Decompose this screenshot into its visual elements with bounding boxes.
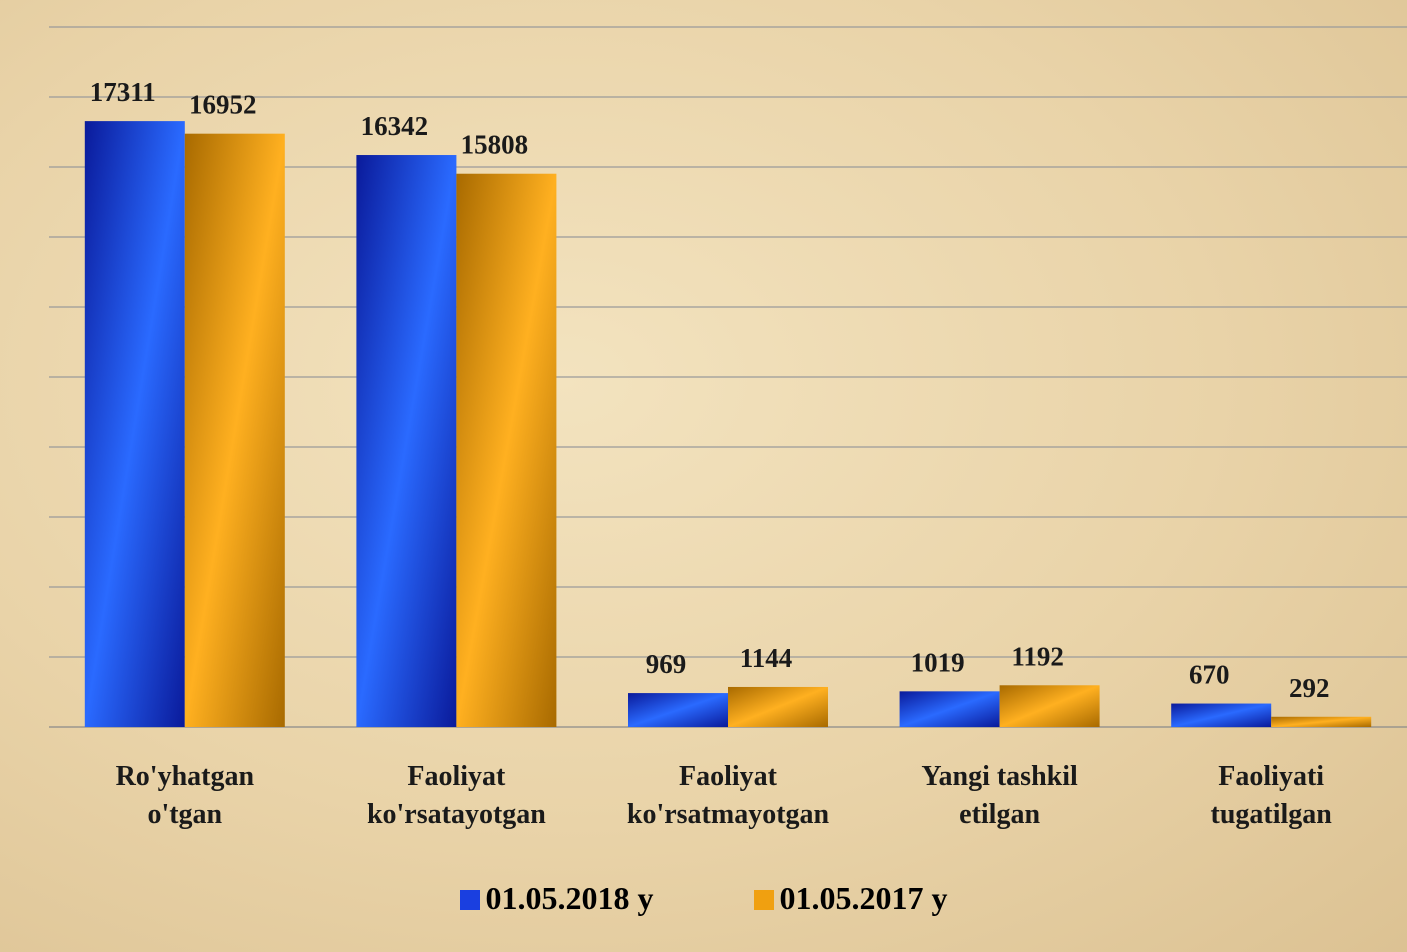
x-tick-label: Faoliyat ko'rsatmayotgan	[626, 761, 830, 830]
bar	[84, 121, 185, 728]
legend-item: 01.05.2017 y	[753, 880, 948, 917]
value-label: 292	[1289, 673, 1330, 703]
x-tick-label: Yangi tashkil etilgan	[921, 761, 1078, 830]
value-label: 1144	[740, 643, 793, 673]
value-label: 969	[646, 649, 687, 679]
value-label: 16342	[361, 111, 429, 141]
legend: 01.05.2018 y 01.05.2017 y	[0, 880, 1407, 917]
x-tick-label: Ro'yhatgan o'tgan	[115, 761, 255, 830]
bar	[1171, 703, 1272, 727]
bar	[356, 155, 457, 727]
value-label: 15808	[461, 130, 529, 160]
value-label: 1192	[1011, 641, 1064, 671]
value-label: 1019	[911, 647, 965, 677]
bar	[999, 685, 1100, 727]
legend-swatch	[459, 890, 480, 910]
x-tick-label: Faoliyat ko'rsatayotgan	[366, 761, 546, 830]
bar	[1271, 716, 1372, 727]
value-label: 17311	[90, 77, 156, 107]
bar	[628, 693, 728, 727]
value-label: 670	[1189, 660, 1230, 690]
bar	[728, 686, 828, 727]
legend-swatch	[753, 890, 774, 910]
legend-item: 01.05.2018 y	[459, 880, 654, 917]
legend-label: 01.05.2017 y	[779, 880, 948, 916]
bar	[456, 173, 557, 728]
bar	[899, 691, 1000, 727]
value-label: 16952	[189, 90, 257, 120]
x-tick-label: Faoliyati tugatilgan	[1210, 761, 1332, 830]
bar	[184, 133, 285, 727]
legend-label: 01.05.2018 y	[485, 880, 654, 916]
